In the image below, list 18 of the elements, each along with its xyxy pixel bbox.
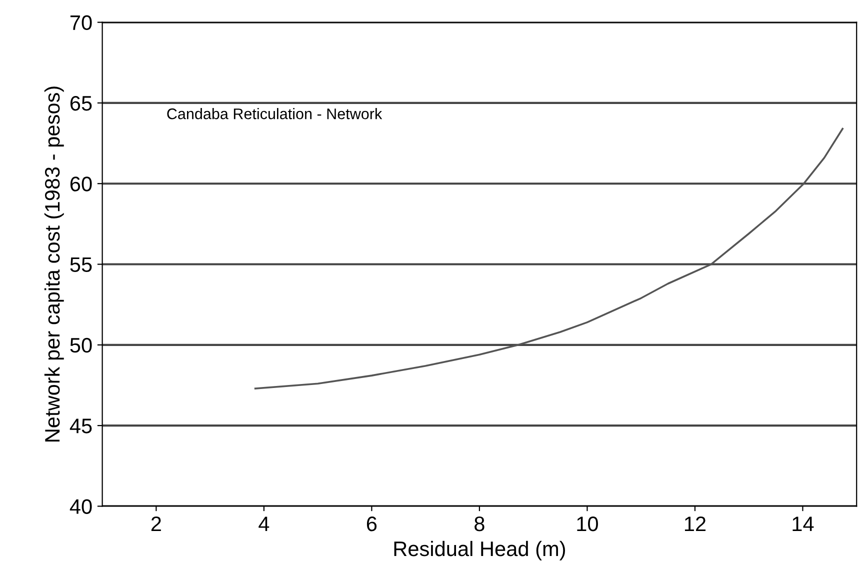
x-tick-label: 14 <box>792 516 814 532</box>
y-tick-label: 40 <box>70 499 92 514</box>
y-tick-label: 65 <box>70 96 92 111</box>
y-tick-label: 45 <box>70 418 92 434</box>
annotation: Candaba Reticulation - Network <box>167 108 382 120</box>
y-tick-label: 70 <box>70 15 92 30</box>
y-tick-label: 55 <box>70 257 92 272</box>
x-tick-label: 10 <box>577 516 598 532</box>
x-axis-title: Residual Head (m) <box>394 540 565 560</box>
line-series <box>254 128 844 390</box>
x-tick-label: 2 <box>151 516 161 532</box>
x-tick-label: 8 <box>474 516 484 532</box>
y-axis-title: Network per capita cost (1983 - pesos) <box>44 86 64 442</box>
y-tick-label: 50 <box>70 338 92 353</box>
x-tick-label: 12 <box>684 516 706 532</box>
y-tick-label: 60 <box>70 176 92 192</box>
x-tick-label: 4 <box>258 516 270 532</box>
x-tick-label: 6 <box>366 516 377 532</box>
